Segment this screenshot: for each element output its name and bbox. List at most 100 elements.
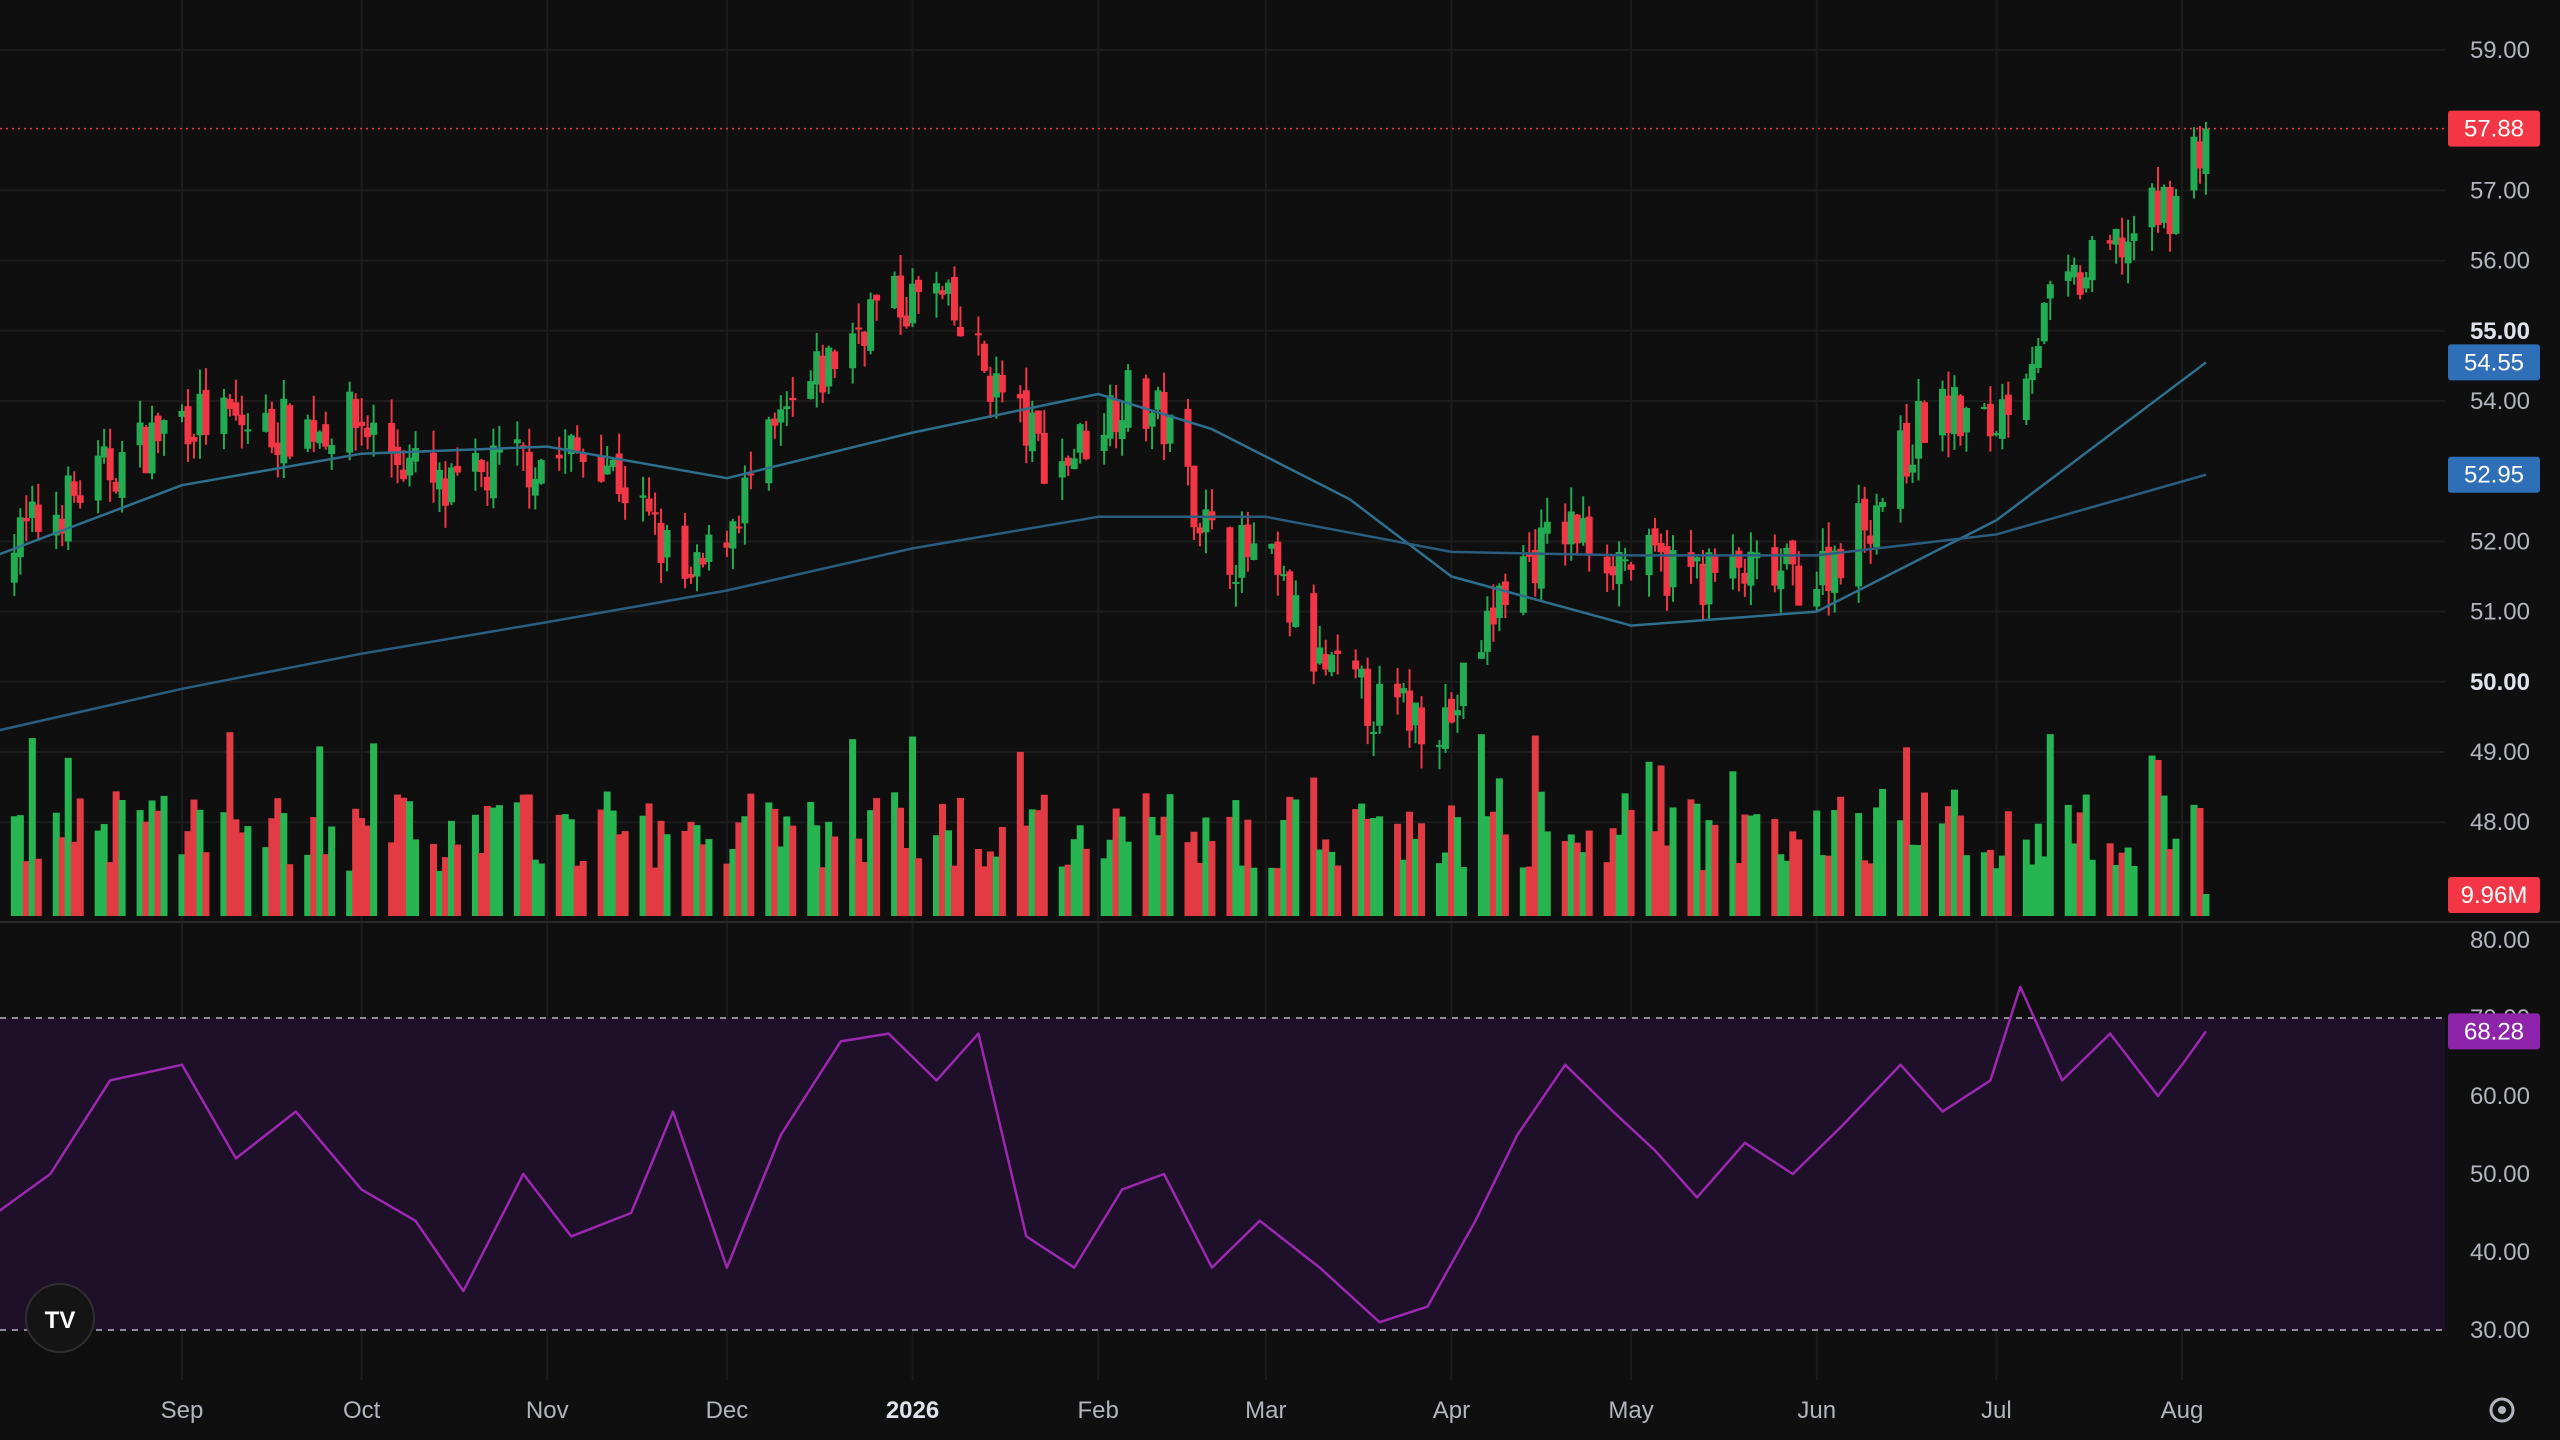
volume-bar [2172, 838, 2180, 916]
volume-bar [1879, 788, 1887, 916]
rsi-line [0, 985, 2208, 1324]
volume-bar [358, 818, 366, 916]
volume-bar [280, 813, 288, 916]
volume-bar [1370, 818, 1378, 916]
candle-body [765, 419, 773, 484]
volume-bar [1274, 868, 1282, 916]
candle-body [483, 476, 491, 491]
candle-body [244, 429, 252, 432]
volume-bar [106, 862, 114, 916]
candle-body [1334, 650, 1342, 655]
volume-bar [1813, 810, 1821, 916]
candle-body [645, 498, 653, 512]
candle-body [112, 481, 120, 492]
candle-body [681, 525, 689, 579]
candle-body [394, 446, 402, 466]
volume-bar [2106, 843, 2114, 916]
candle-body [2202, 128, 2210, 174]
volume-bar [1292, 799, 1300, 916]
candle-body [1867, 535, 1875, 544]
candle-body [1394, 683, 1402, 698]
candle-body [1561, 521, 1569, 545]
candle-body [1579, 518, 1587, 543]
candle-body [938, 290, 946, 295]
volume-bar [1669, 807, 1677, 916]
rsi-last-tag [2448, 1013, 2540, 1050]
volume-bar [76, 798, 84, 916]
time-axis-label: Sep [161, 1397, 204, 1424]
candle-body [1352, 660, 1360, 670]
moving-average-fast-tag [2448, 344, 2540, 381]
candle-body [1316, 647, 1324, 664]
volume-bar [519, 794, 527, 916]
moving-average-fast-label: 54.55 [2464, 349, 2524, 376]
candle-body [1992, 433, 2000, 436]
candle-body [178, 410, 186, 417]
candle-body [1412, 702, 1420, 726]
candle-body [2040, 302, 2048, 342]
candle-body [148, 422, 156, 474]
volume-bar [597, 809, 605, 916]
volume-bar [783, 816, 791, 916]
candle-body [1897, 430, 1905, 509]
candle-body [1519, 556, 1527, 613]
volume-bar [10, 816, 18, 916]
candle-body [1621, 559, 1629, 562]
price-axis-label: 59.00 [2470, 37, 2530, 64]
candle-body [322, 424, 330, 447]
candle-body [70, 481, 78, 496]
candle-body [1268, 543, 1276, 549]
candle-body [2190, 136, 2198, 191]
volume-bar [1244, 819, 1252, 916]
candle-body [1855, 503, 1863, 587]
volume-bar [220, 812, 228, 916]
candle-body [1477, 652, 1485, 659]
volume-bar [202, 852, 210, 916]
volume-bar [915, 858, 923, 916]
candle-body [1082, 430, 1090, 460]
volume-bar [1316, 849, 1324, 916]
candle-body [1244, 524, 1252, 558]
candle-body [64, 475, 72, 542]
volume-bar [2022, 839, 2030, 916]
candle-body [2034, 346, 2042, 368]
gear-icon[interactable] [2489, 1397, 2515, 1423]
rsi-axis-label: 50.00 [2470, 1161, 2530, 1188]
volume-bar [1711, 824, 1719, 916]
volume-bar [388, 842, 396, 916]
volume-bar [1483, 816, 1491, 916]
candle-body [974, 333, 982, 336]
moving-average-slow-tag [2448, 456, 2540, 493]
candle-body [783, 406, 791, 410]
volume-bar [435, 870, 443, 916]
volume-bar [1202, 817, 1210, 916]
volume-bar [1034, 810, 1042, 916]
volume-bar [1992, 868, 2000, 916]
volume-bar [1651, 831, 1659, 916]
candle-body [1202, 509, 1210, 533]
candle-body [310, 420, 318, 442]
tradingview-logo-icon[interactable] [25, 1283, 95, 1353]
volume-bar [1998, 855, 2006, 916]
candle-body [1741, 572, 1749, 584]
volume-bar [1477, 734, 1485, 916]
candle-body [94, 455, 102, 501]
candle-body [531, 478, 539, 496]
candle-body [1064, 457, 1072, 466]
volume-bar [1771, 819, 1779, 916]
time-axis-label: Nov [526, 1397, 569, 1424]
volume-bar [34, 858, 42, 916]
candle-body [2004, 394, 2012, 415]
moving-average-slow-line [0, 473, 2207, 732]
candle-body [1489, 607, 1497, 625]
volume-bar [705, 839, 713, 916]
volume-bar [1956, 815, 1964, 916]
candle-body [1226, 527, 1234, 575]
candle-body [944, 282, 952, 294]
volume-bar [1525, 866, 1533, 916]
volume-bar [2154, 759, 2162, 916]
volume-bar [813, 825, 821, 916]
volume-bar [2130, 865, 2138, 916]
